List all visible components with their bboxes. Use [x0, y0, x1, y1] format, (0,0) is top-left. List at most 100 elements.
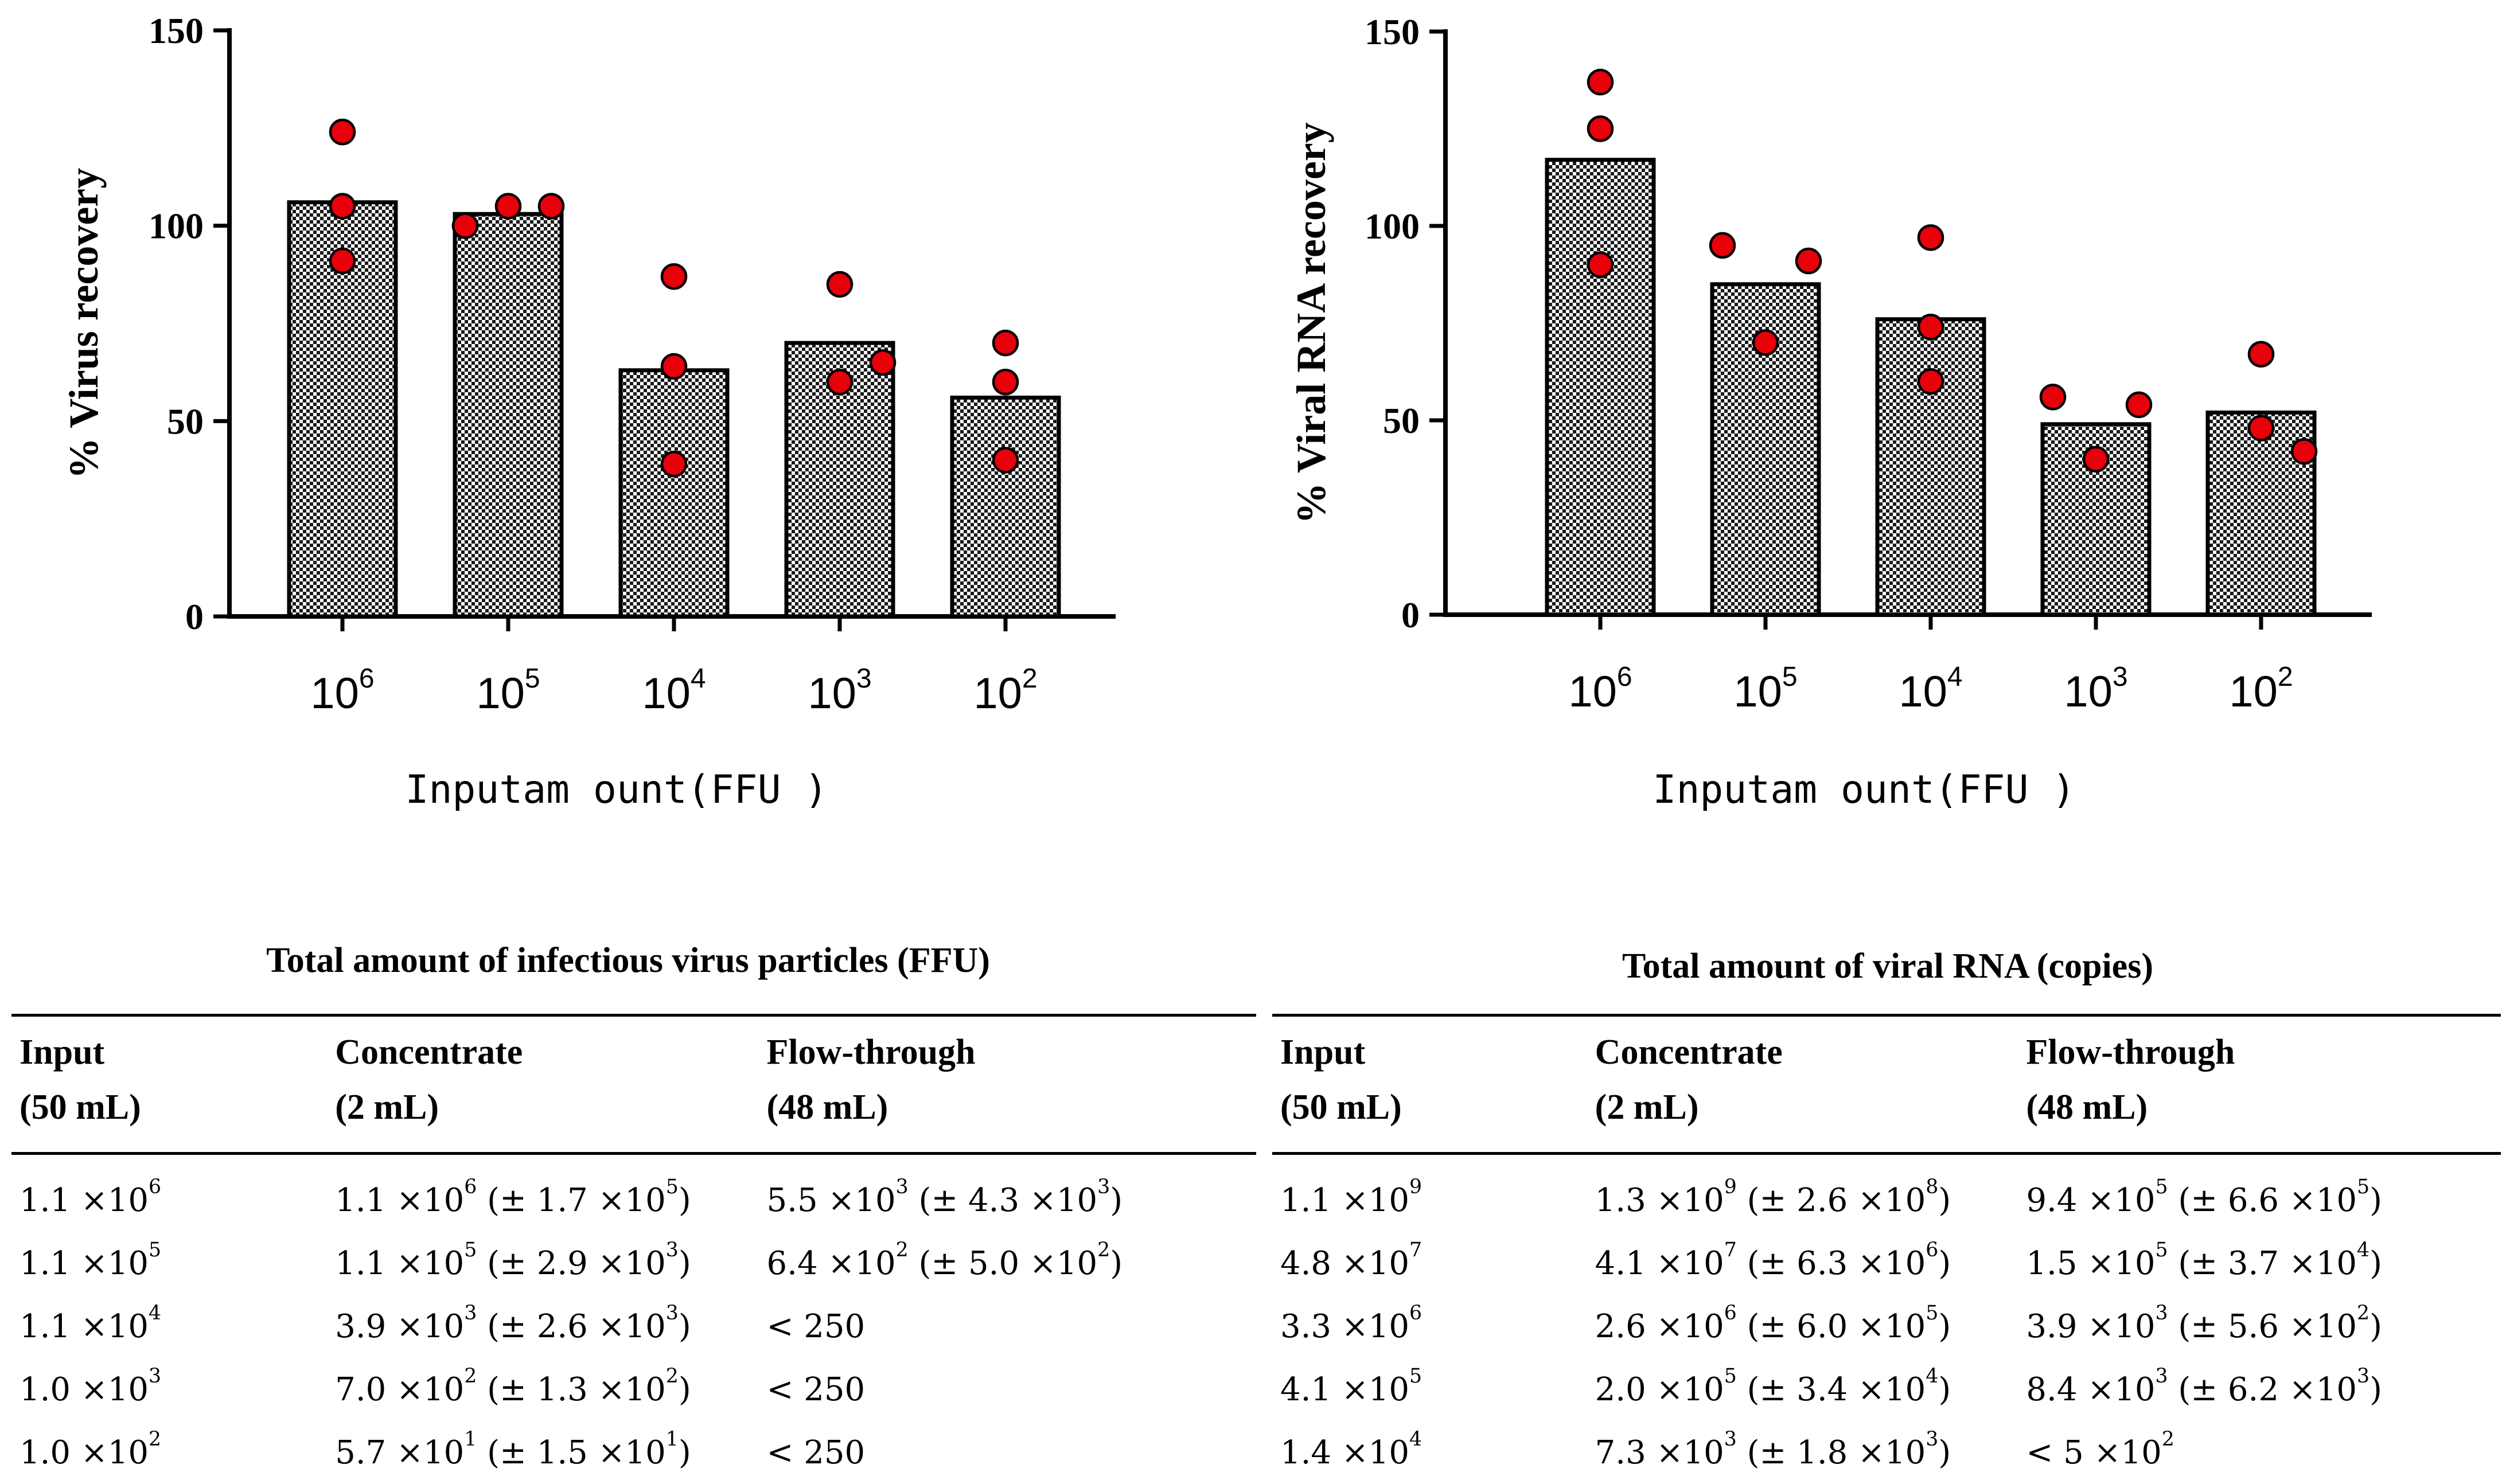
data-point	[1709, 232, 1736, 259]
table-cell: 1.1 ×104	[20, 1301, 162, 1345]
data-point	[1752, 329, 1779, 356]
table-cell: 7.0 ×102 (± 1.3 ×102)	[335, 1364, 691, 1408]
y-tick-label: 150	[1365, 11, 1420, 52]
bar	[1545, 158, 1656, 617]
infectious-virus-table: Input (50 mL) Concentrate (2 mL) Flow-throug…	[11, 1014, 1256, 1484]
y-tick-label: 150	[149, 10, 204, 51]
bar	[950, 395, 1061, 619]
table-row: 1.1 ×104 3.9 ×103 (± 2.6 ×103) < 250	[11, 1295, 1256, 1358]
x-axis-title: Inputam ount(FFU )	[406, 767, 828, 813]
table-cell: 2.0 ×105 (± 3.4 ×104)	[1595, 1364, 1951, 1408]
data-point	[2125, 391, 2153, 419]
table-cell: 3.9 ×103 (± 2.6 ×103)	[335, 1301, 691, 1345]
data-point	[1917, 314, 1944, 341]
table-cell: 5.5 ×103 (± 4.3 ×103)	[766, 1175, 1123, 1219]
data-point	[660, 353, 688, 380]
table-cell: 5.7 ×101 (± 1.5 ×101)	[335, 1427, 691, 1471]
table-cell: 1.1 ×105 (± 2.9 ×103)	[335, 1238, 691, 1282]
table-row: 1.0 ×103 7.0 ×102 (± 1.3 ×102) < 250	[11, 1358, 1256, 1421]
table-row: 1.4 ×104 7.3 ×103 (± 1.8 ×103) < 5 ×102	[1272, 1421, 2501, 1484]
column-header: Input (50 mL)	[1280, 1033, 1402, 1127]
column-header: Flow-through (48 mL)	[2026, 1033, 2235, 1127]
data-point	[992, 447, 1019, 474]
table-row: 4.8 ×107 4.1 ×107 (± 6.3 ×106) 1.5 ×105 (±…	[1272, 1232, 2501, 1295]
data-point	[537, 193, 565, 220]
column-header: Input (50 mL)	[20, 1033, 141, 1127]
table-cell: < 5 ×102	[2026, 1427, 2174, 1471]
data-point	[992, 329, 1019, 357]
data-point	[869, 349, 897, 376]
table-row: 3.3 ×106 2.6 ×106 (± 6.0 ×105) 3.9 ×103 (±…	[1272, 1295, 2501, 1358]
bar	[1875, 317, 1986, 617]
data-point	[329, 247, 356, 275]
y-axis-title: % Viral RNA recovery	[1288, 122, 1334, 524]
table-cell: 1.0 ×103	[20, 1364, 162, 1408]
table-cell: 1.1 ×105	[20, 1238, 162, 1282]
table-cell: 1.1 ×109	[1280, 1175, 1423, 1219]
table-row: 1.1 ×105 1.1 ×105 (± 2.9 ×103) 6.4 ×102 (±…	[11, 1232, 1256, 1295]
table-row: 1.1 ×106 1.1 ×106 (± 1.7 ×105) 5.5 ×103 (±…	[11, 1154, 1256, 1232]
table-cell: 1.5 ×105 (± 3.7 ×104)	[2026, 1238, 2382, 1282]
table-cell: 1.1 ×106	[20, 1175, 162, 1219]
table-cell: 9.4 ×105 (± 6.6 ×105)	[2026, 1175, 2382, 1219]
y-tick-label: 100	[1365, 206, 1420, 247]
table-cell: 6.4 ×102 (± 5.0 ×102)	[766, 1238, 1123, 1282]
data-point	[826, 368, 854, 396]
data-point	[1587, 68, 1614, 96]
bar	[453, 212, 564, 619]
x-tick-label: 106	[1568, 662, 1632, 716]
table-cell: 2.6 ×106 (± 6.0 ×105)	[1595, 1301, 1951, 1345]
data-point	[494, 193, 522, 220]
table-cell: < 250	[766, 1434, 866, 1471]
data-point	[2039, 384, 2067, 411]
data-point	[992, 368, 1019, 396]
y-tick-label: 100	[149, 206, 204, 247]
data-point	[2247, 415, 2275, 442]
data-point	[1917, 224, 1944, 251]
x-tick-label: 103	[2064, 662, 2127, 716]
data-point	[451, 212, 479, 239]
data-point	[660, 263, 688, 290]
x-tick-label: 104	[642, 663, 706, 718]
table-row: 1.0 ×102 5.7 ×101 (± 1.5 ×101) < 250	[11, 1421, 1256, 1484]
table-title-rna: Total amount of viral RNA (copies)	[1622, 947, 2153, 986]
viral-rna-table: Input (50 mL) Concentrate (2 mL) Flow-throug…	[1272, 1014, 2501, 1484]
virus-recovery-chart: 0 50 100 150 106 105 104 103 102 % Virus recovery…	[61, 10, 1116, 813]
table-row: 4.1 ×105 2.0 ×105 (± 3.4 ×104) 8.4 ×103 (±…	[1272, 1358, 2501, 1421]
data-point	[1587, 251, 1614, 279]
table-cell: 1.0 ×102	[20, 1427, 162, 1471]
y-tick-label: 0	[1401, 595, 1420, 635]
y-tick-label: 50	[1383, 400, 1420, 441]
data-point	[1795, 247, 1822, 275]
table-cell: 7.3 ×103 (± 1.8 ×103)	[1595, 1427, 1951, 1471]
table-row: 1.1 ×109 1.3 ×109 (± 2.6 ×108) 9.4 ×105 (±…	[1272, 1154, 2501, 1232]
viral-rna-recovery-chart: 0 50 100 150 106 105 104 103 102 % Viral RNA reco…	[1288, 11, 2372, 813]
table-cell: 1.4 ×104	[1280, 1427, 1423, 1471]
table-cell: 3.9 ×103 (± 5.6 ×102)	[2026, 1301, 2382, 1345]
data-point	[1917, 368, 1944, 395]
data-point	[660, 451, 688, 478]
bar	[2040, 422, 2152, 617]
column-header: Flow-through (48 mL)	[766, 1033, 976, 1127]
table-cell: 8.4 ×103 (± 6.2 ×103)	[2026, 1364, 2382, 1408]
data-point	[2082, 446, 2110, 473]
y-tick-label: 50	[167, 401, 204, 442]
x-tick-label: 103	[808, 663, 871, 718]
x-tick-label: 102	[973, 663, 1037, 718]
y-tick-label: 0	[185, 596, 204, 637]
table-cell: 4.1 ×105	[1280, 1364, 1423, 1408]
x-tick-label: 105	[1733, 662, 1797, 716]
data-point	[2290, 438, 2318, 465]
x-tick-label: 102	[2229, 662, 2293, 716]
y-axis-title: % Virus recovery	[61, 168, 107, 479]
column-header: Concentrate (2 mL)	[1595, 1033, 1783, 1127]
data-point	[2247, 341, 2275, 368]
bar	[618, 368, 730, 619]
table-cell: 4.1 ×107 (± 6.3 ×106)	[1595, 1238, 1951, 1282]
bar	[1710, 282, 1821, 617]
data-point	[826, 271, 854, 298]
table-cell: < 250	[766, 1370, 866, 1408]
table-cell: 3.3 ×106	[1280, 1301, 1423, 1345]
x-tick-label: 104	[1899, 662, 1962, 716]
table-cell: 4.8 ×107	[1280, 1238, 1423, 1282]
